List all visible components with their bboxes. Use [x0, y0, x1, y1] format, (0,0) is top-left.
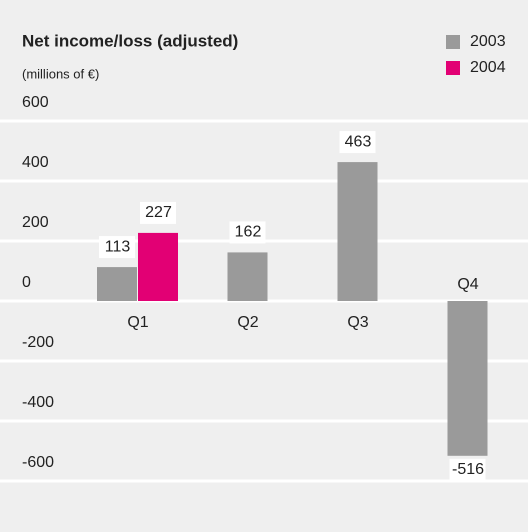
legend-label: 2003: [470, 33, 506, 50]
legend-swatch: [446, 61, 460, 75]
value-label: 162: [235, 224, 262, 241]
legend-label: 2004: [470, 59, 506, 76]
y-tick-label: 400: [22, 154, 49, 171]
value-label-bg: [449, 458, 486, 481]
bar: [227, 252, 268, 301]
bar: [447, 301, 488, 456]
y-tick-label: -200: [22, 334, 54, 351]
x-tick-label: Q2: [237, 314, 258, 331]
bar: [337, 162, 378, 301]
x-tick-label: Q1: [127, 314, 148, 331]
bar: [138, 232, 178, 301]
y-tick-label: -600: [22, 454, 54, 471]
y-tick-label: -400: [22, 394, 54, 411]
value-label: 227: [145, 204, 172, 221]
y-tick-label: 600: [22, 94, 49, 111]
chart-title: Net income/loss (adjusted): [22, 31, 238, 50]
value-label-bg: [99, 236, 135, 259]
chart-subtitle: (millions of €): [22, 66, 99, 81]
value-label: 463: [345, 133, 372, 150]
x-tick-label: Q3: [347, 314, 368, 331]
value-label-bg: [339, 131, 376, 154]
value-label-bg: [229, 221, 266, 244]
y-tick-label: 0: [22, 274, 31, 291]
bar: [97, 267, 137, 301]
value-label: 113: [105, 238, 131, 255]
value-label-bg: [140, 201, 176, 224]
y-tick-label: 200: [22, 214, 49, 231]
legend-swatch: [446, 35, 460, 49]
value-label: -516: [452, 461, 484, 478]
x-tick-label: Q4: [457, 276, 478, 293]
